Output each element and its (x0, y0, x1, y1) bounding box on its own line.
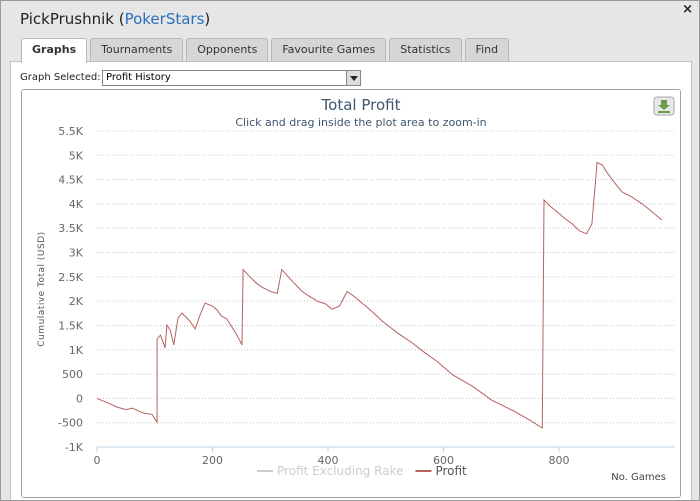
user-name: PickPrushnik ( (20, 10, 125, 28)
y-tick-label: 3.5K (58, 222, 83, 235)
x-tick-label: 600 (433, 454, 454, 467)
legend-label[interactable]: Profit (435, 464, 467, 478)
y-tick-label: -1K (65, 441, 84, 454)
tab-bar: Graphs Tournaments Opponents Favourite Game… (21, 38, 510, 63)
y-axis-label: Cumulative Total (USD) (37, 231, 47, 346)
y-tick-label: 5.5K (58, 125, 83, 138)
y-tick-label: 3K (69, 247, 84, 260)
y-tick-label: 1.5K (58, 319, 83, 332)
x-tick-label: 400 (318, 454, 339, 467)
export-icon-base[interactable] (658, 111, 670, 113)
tab[interactable]: Favourite Games (271, 38, 387, 61)
y-tick-label: 5K (69, 149, 84, 162)
y-tick-label: 1K (69, 344, 84, 357)
dropdown-arrow[interactable] (346, 71, 360, 85)
y-tick-label: 500 (62, 368, 83, 381)
profit-line (96, 161, 663, 429)
window-title: PickPrushnik (PokerStars) (20, 10, 210, 28)
x-tick-label: 0 (94, 454, 101, 467)
y-tick-label: 0 (76, 392, 83, 405)
y-tick-label: 4K (69, 198, 84, 211)
y-tick-label: 2.5K (58, 271, 83, 284)
tab[interactable]: Find (464, 38, 510, 61)
export-icon[interactable] (658, 100, 670, 110)
title-paren: ) (204, 10, 211, 28)
legend-label[interactable]: Profit Excluding Rake (277, 464, 403, 478)
close-button[interactable]: × (682, 2, 693, 17)
chart: Total Profit Click and drag inside the p… (21, 89, 681, 498)
y-tick-label: -500 (58, 417, 83, 430)
dropdown-value: Profit History (106, 72, 171, 83)
chart-bg (22, 90, 680, 497)
tab[interactable]: Opponents (186, 38, 269, 61)
selector-label: Graph Selected: (20, 72, 101, 83)
tab[interactable]: Graphs (21, 38, 88, 63)
y-tick-label: 2K (69, 295, 84, 308)
x-axis-label: No. Games (611, 472, 666, 483)
site-link[interactable]: PokerStars (124, 10, 205, 28)
x-tick-label: 800 (549, 454, 570, 467)
tab[interactable]: Statistics (389, 38, 462, 61)
chart-title: Total Profit (321, 96, 401, 114)
tab[interactable]: Tournaments (90, 38, 184, 61)
export-button[interactable] (653, 96, 675, 116)
chart-subtitle: Click and drag inside the plot area to z… (235, 116, 486, 129)
y-tick-label: 4.5K (58, 174, 83, 187)
x-tick-label: 200 (202, 454, 223, 467)
graph-dropdown[interactable]: Profit History (102, 70, 361, 86)
